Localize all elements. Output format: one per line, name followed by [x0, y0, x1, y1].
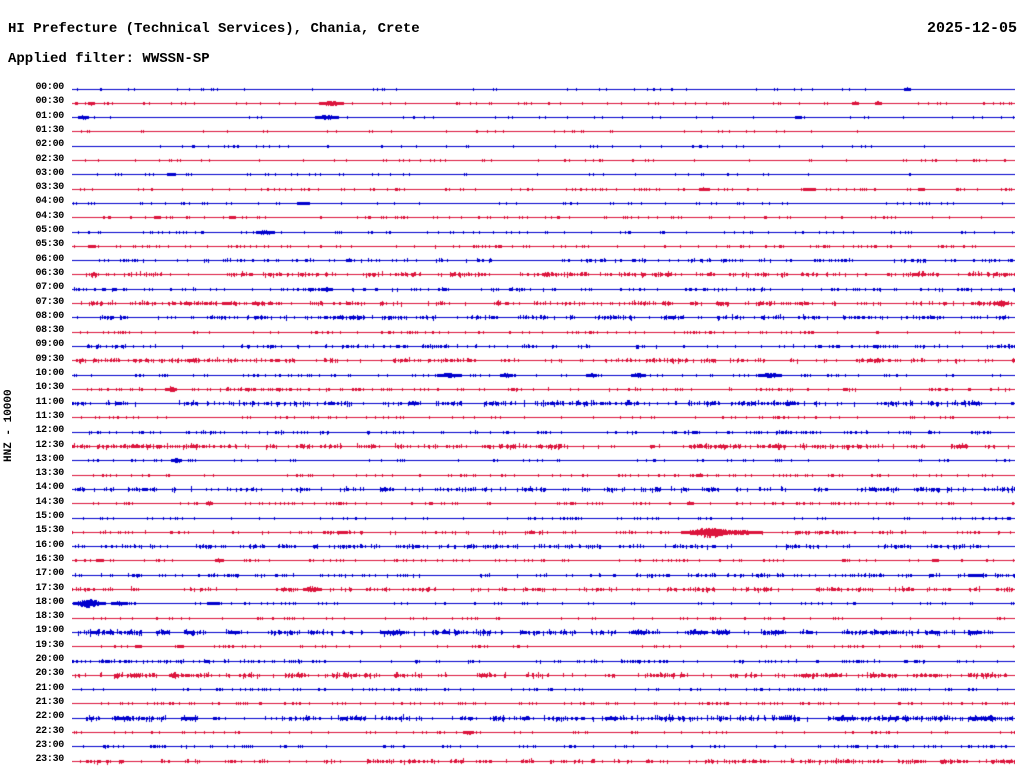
trace-row-label: 15:00 — [35, 511, 64, 522]
trace-row-label: 02:00 — [35, 139, 64, 151]
trace-row-label: 19:30 — [35, 639, 64, 651]
trace-row-label: 08:30 — [35, 325, 64, 337]
trace-row-label: 21:30 — [35, 696, 64, 708]
trace-row-label: 22:30 — [35, 725, 64, 737]
trace-row-label: 07:30 — [35, 296, 64, 308]
trace-row-label: 16:00 — [35, 539, 64, 551]
trace-row-label: 06:30 — [35, 267, 64, 279]
trace-row-label: 19:00 — [35, 625, 64, 637]
trace-row-label: 17:30 — [35, 582, 64, 594]
trace-row-label: 23:00 — [35, 739, 64, 751]
trace-row-label: 18:00 — [35, 596, 64, 608]
applied-filter-label: Applied filter: WWSSN-SP — [8, 51, 210, 67]
trace-row-label: 11:00 — [35, 396, 64, 408]
trace-row-label: 20:30 — [35, 668, 64, 680]
trace-row-label: 10:00 — [35, 368, 64, 379]
seismogram-canvas — [72, 80, 1015, 770]
trace-row-label: 11:30 — [35, 410, 64, 422]
trace-row-label: 17:00 — [35, 568, 64, 580]
trace-row-label: 20:00 — [35, 654, 64, 665]
trace-row-label: 18:30 — [35, 611, 64, 623]
trace-row-label: 07:00 — [35, 282, 64, 294]
trace-row-label: 04:30 — [35, 210, 64, 222]
trace-row-label: 08:00 — [35, 310, 64, 322]
time-axis-labels: 00:00 00:30 01:00 01:30 02:00 02:30 03:00 03:30… — [0, 0, 68, 780]
trace-row-label: 23:30 — [35, 754, 64, 766]
trace-row-label: 09:30 — [35, 353, 64, 365]
trace-row-label: 22:00 — [35, 711, 64, 723]
trace-row-label: 09:00 — [35, 339, 64, 351]
trace-row-label: 03:00 — [35, 167, 64, 179]
trace-row-label: 10:30 — [35, 382, 64, 394]
trace-row-label: 15:30 — [35, 525, 64, 537]
trace-row-label: 21:00 — [35, 682, 64, 694]
trace-row-label: 12:00 — [35, 425, 64, 437]
trace-row-label: 05:00 — [35, 225, 64, 236]
page-title: HI Prefecture (Technical Services), Chan… — [8, 21, 420, 37]
trace-row-label: 00:30 — [35, 96, 64, 108]
trace-row-label: 14:30 — [35, 496, 64, 508]
trace-row-label: 02:30 — [35, 153, 64, 165]
trace-row-label: 13:00 — [35, 453, 64, 465]
trace-row-label: 04:00 — [35, 196, 64, 208]
trace-row-label: 16:30 — [35, 553, 64, 565]
trace-row-label: 00:00 — [35, 82, 64, 93]
trace-row-label: 14:00 — [35, 482, 64, 494]
trace-row-label: 01:30 — [35, 124, 64, 136]
trace-row-label: 01:00 — [35, 110, 64, 122]
trace-row-label: 13:30 — [35, 468, 64, 480]
date-label: 2025-12-05 — [926, 20, 1017, 37]
trace-row-label: 05:30 — [35, 239, 64, 251]
trace-row-label: 03:30 — [35, 182, 64, 194]
trace-row-label: 06:00 — [35, 253, 64, 265]
trace-row-label: 12:30 — [35, 439, 64, 451]
